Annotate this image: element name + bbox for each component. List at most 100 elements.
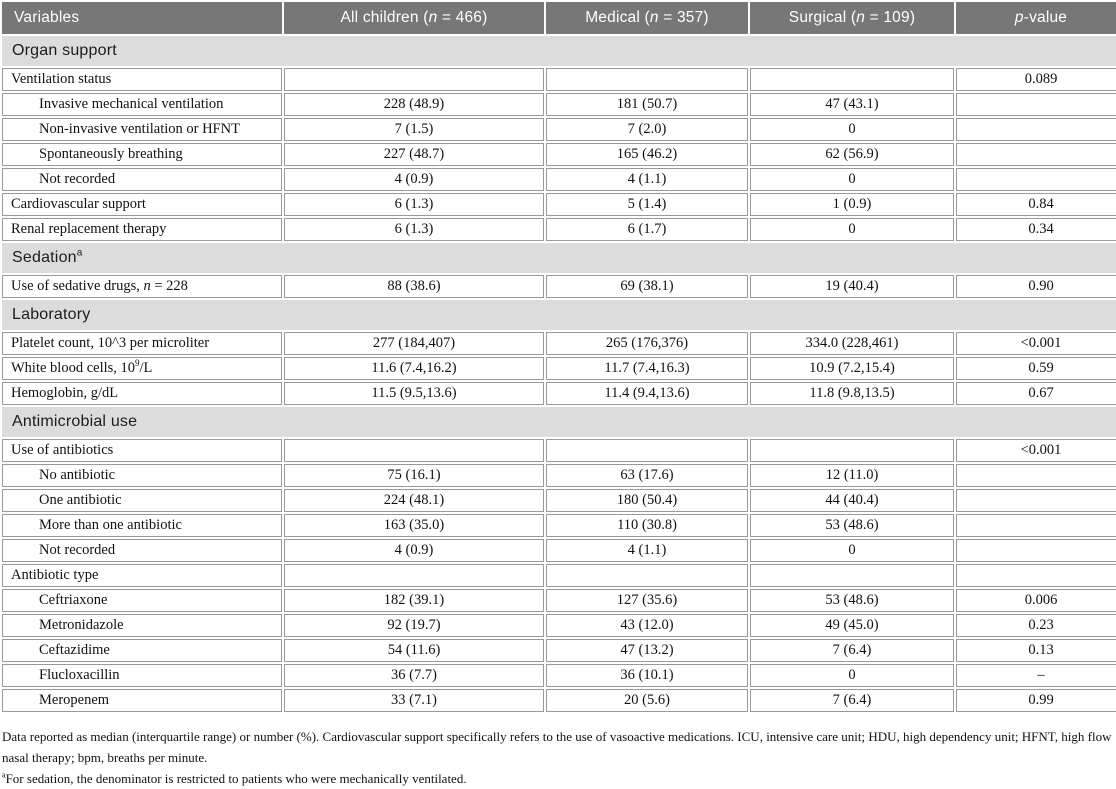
value-cell: 53 (48.6) xyxy=(750,589,954,612)
value-cell: 4 (0.9) xyxy=(284,168,544,191)
row-label: Ventilation status xyxy=(2,68,282,91)
value-cell: 224 (48.1) xyxy=(284,489,544,512)
value-cell: 11.7 (7.4,16.3) xyxy=(546,357,748,380)
table-row: Spontaneously breathing 227 (48.7) 165 (46… xyxy=(2,143,1116,166)
table-row: Non-invasive ventilation or HFNT 7 (1.5) 7… xyxy=(2,118,1116,141)
table-row: Platelet count, 10^3 per microliter 277 (… xyxy=(2,332,1116,355)
value-cell xyxy=(750,439,954,462)
value-cell xyxy=(546,68,748,91)
p-value-cell: 0.34 xyxy=(956,218,1116,241)
value-cell: 7 (1.5) xyxy=(284,118,544,141)
table-row: Use of sedative drugs, n = 228 88 (38.6) 6… xyxy=(2,275,1116,298)
value-cell: 33 (7.1) xyxy=(284,689,544,712)
row-label: Hemoglobin, g/dL xyxy=(2,382,282,405)
value-cell: 7 (6.4) xyxy=(750,689,954,712)
value-cell: 19 (40.4) xyxy=(750,275,954,298)
value-cell: 265 (176,376) xyxy=(546,332,748,355)
row-label: No antibiotic xyxy=(2,464,282,487)
p-value-cell xyxy=(956,143,1116,166)
value-cell: 7 (6.4) xyxy=(750,639,954,662)
value-cell: 163 (35.0) xyxy=(284,514,544,537)
p-value-cell: <0.001 xyxy=(956,332,1116,355)
value-cell: 227 (48.7) xyxy=(284,143,544,166)
value-cell: 334.0 (228,461) xyxy=(750,332,954,355)
value-cell: 92 (19.7) xyxy=(284,614,544,637)
value-cell: 36 (10.1) xyxy=(546,664,748,687)
row-label: Flucloxacillin xyxy=(2,664,282,687)
value-cell: 47 (43.1) xyxy=(750,93,954,116)
row-label: Renal replacement therapy xyxy=(2,218,282,241)
p-value-cell: 0.59 xyxy=(956,357,1116,380)
value-cell: 127 (35.6) xyxy=(546,589,748,612)
value-cell: 63 (17.6) xyxy=(546,464,748,487)
value-cell: 0 xyxy=(750,664,954,687)
value-cell: 20 (5.6) xyxy=(546,689,748,712)
value-cell: 6 (1.3) xyxy=(284,218,544,241)
section-row: Laboratory xyxy=(2,300,1116,330)
row-label: Not recorded xyxy=(2,539,282,562)
row-label: Invasive mechanical ventilation xyxy=(2,93,282,116)
row-label: More than one antibiotic xyxy=(2,514,282,537)
value-cell: 88 (38.6) xyxy=(284,275,544,298)
value-cell: 11.4 (9.4,13.6) xyxy=(546,382,748,405)
value-cell: 5 (1.4) xyxy=(546,193,748,216)
table-row: Meropenem 33 (7.1) 20 (5.6) 7 (6.4) 0.99 xyxy=(2,689,1116,712)
value-cell: 10.9 (7.2,15.4) xyxy=(750,357,954,380)
value-cell xyxy=(284,439,544,462)
section-title: Antimicrobial use xyxy=(2,407,1116,437)
p-value-cell xyxy=(956,93,1116,116)
p-value-cell xyxy=(956,539,1116,562)
value-cell: 0 xyxy=(750,118,954,141)
section-title: Sedationa xyxy=(2,243,1116,273)
table-row: Invasive mechanical ventilation 228 (48.9… xyxy=(2,93,1116,116)
value-cell: 36 (7.7) xyxy=(284,664,544,687)
row-label: Not recorded xyxy=(2,168,282,191)
p-value-cell: <0.001 xyxy=(956,439,1116,462)
value-cell: 11.8 (9.8,13.5) xyxy=(750,382,954,405)
value-cell xyxy=(546,564,748,587)
value-cell: 12 (11.0) xyxy=(750,464,954,487)
value-cell xyxy=(284,564,544,587)
clinical-characteristics-table: Variables All children (n = 466) Medical (… xyxy=(2,2,1116,712)
value-cell: 165 (46.2) xyxy=(546,143,748,166)
table-row: Ceftazidime 54 (11.6) 47 (13.2) 7 (6.4) 0.13 xyxy=(2,639,1116,662)
row-label: Ceftazidime xyxy=(2,639,282,662)
value-cell: 0 xyxy=(750,168,954,191)
table-row: Use of antibiotics <0.001 xyxy=(2,439,1116,462)
value-cell: 4 (1.1) xyxy=(546,539,748,562)
value-cell: 53 (48.6) xyxy=(750,514,954,537)
section-title: Laboratory xyxy=(2,300,1116,330)
table-row: No antibiotic 75 (16.1) 63 (17.6) 12 (11.0) xyxy=(2,464,1116,487)
value-cell: 54 (11.6) xyxy=(284,639,544,662)
row-label: Platelet count, 10^3 per microliter xyxy=(2,332,282,355)
value-cell xyxy=(284,68,544,91)
value-cell: 0 xyxy=(750,539,954,562)
row-label: Antibiotic type xyxy=(2,564,282,587)
row-label: Use of sedative drugs, n = 228 xyxy=(2,275,282,298)
row-label: Meropenem xyxy=(2,689,282,712)
column-header: p-value xyxy=(956,2,1116,34)
p-value-cell: 0.84 xyxy=(956,193,1116,216)
table-row: Not recorded 4 (0.9) 4 (1.1) 0 xyxy=(2,539,1116,562)
value-cell: 182 (39.1) xyxy=(284,589,544,612)
row-label: Spontaneously breathing xyxy=(2,143,282,166)
row-label: White blood cells, 109/L xyxy=(2,357,282,380)
value-cell: 110 (30.8) xyxy=(546,514,748,537)
value-cell: 49 (45.0) xyxy=(750,614,954,637)
value-cell: 11.5 (9.5,13.6) xyxy=(284,382,544,405)
row-label: Ceftriaxone xyxy=(2,589,282,612)
column-header: Medical (n = 357) xyxy=(546,2,748,34)
row-label: One antibiotic xyxy=(2,489,282,512)
table-row: Antibiotic type xyxy=(2,564,1116,587)
table-body: Organ support Ventilation status 0.089 Inva… xyxy=(2,36,1116,712)
row-label: Cardiovascular support xyxy=(2,193,282,216)
value-cell: 277 (184,407) xyxy=(284,332,544,355)
table-row: More than one antibiotic 163 (35.0) 110 (3… xyxy=(2,514,1116,537)
value-cell: 11.6 (7.4,16.2) xyxy=(284,357,544,380)
value-cell: 228 (48.9) xyxy=(284,93,544,116)
table-row: Metronidazole 92 (19.7) 43 (12.0) 49 (45.0)… xyxy=(2,614,1116,637)
row-label: Metronidazole xyxy=(2,614,282,637)
row-label: Use of antibiotics xyxy=(2,439,282,462)
p-value-cell: 0.23 xyxy=(956,614,1116,637)
value-cell: 1 (0.9) xyxy=(750,193,954,216)
